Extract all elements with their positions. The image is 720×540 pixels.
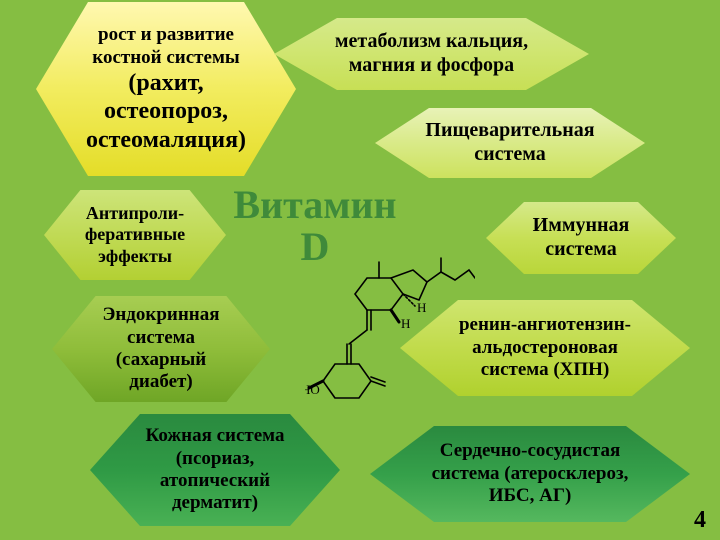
slide: ВитаминDрост и развитиекостной системы(р… — [0, 0, 720, 540]
hex-bone: рост и развитиекостной системы(рахит,ост… — [36, 2, 296, 176]
molecule-label-h1: H — [417, 300, 426, 315]
page-number: 4 — [694, 507, 706, 534]
molecule-vitamin-d: HO H H — [305, 226, 475, 426]
molecule-label-h2: H — [401, 316, 410, 331]
hex-skin: Кожная система(псориаз,атопическийдермат… — [90, 414, 340, 526]
hex-endocrine: Эндокриннаясистема(сахарныйдиабет) — [52, 296, 270, 402]
title-line1: Витамин — [233, 182, 396, 227]
hex-metabolism: метаболизм кальция,магния и фосфора — [274, 18, 589, 90]
hex-digestive: Пищеварительнаясистема — [375, 108, 645, 178]
hex-immune: Иммуннаясистема — [486, 202, 676, 274]
hex-cardio: Сердечно-сосудистаясистема (атеросклероз… — [370, 426, 690, 522]
molecule-label-ho: HO — [305, 382, 320, 397]
hex-antiprolif: Антипроли-феративныеэффекты — [44, 190, 226, 280]
